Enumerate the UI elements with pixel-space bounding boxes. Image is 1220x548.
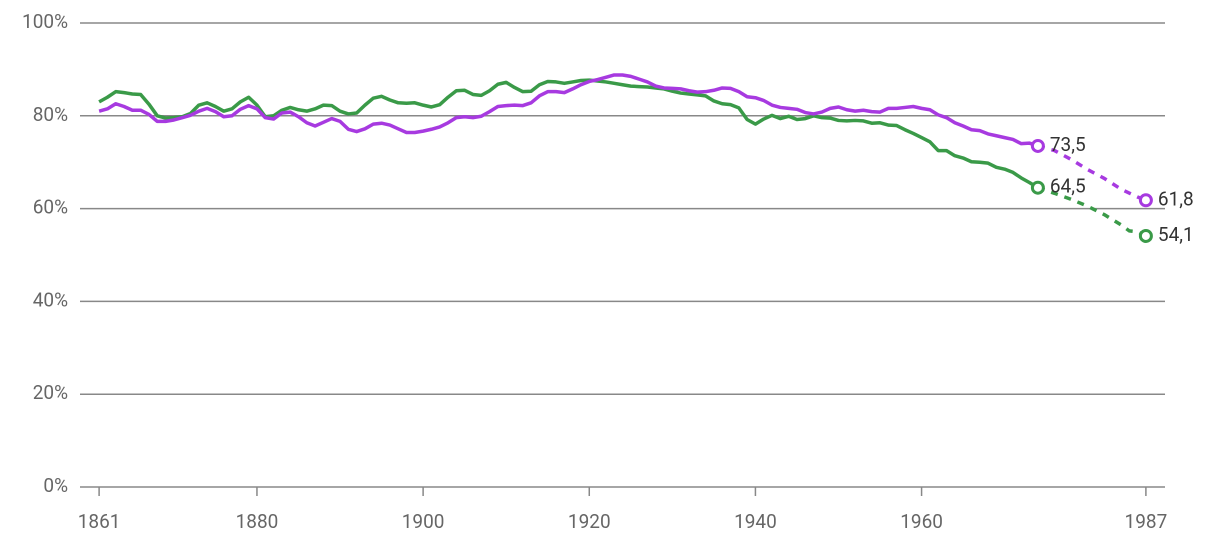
projection-line [1037,144,1147,202]
x-tick-label: 1880 [236,510,279,533]
x-tick-label: 1960 [900,510,943,533]
end-label: 73,5 [1050,133,1086,156]
x-tick-label: 1861 [78,510,121,533]
series-line [98,78,1039,190]
end-label: 54,1 [1158,223,1194,246]
end-label: 64,5 [1050,175,1086,198]
projection-line [1037,186,1147,238]
end-marker [1138,193,1153,208]
y-tick-label: 60% [33,196,68,219]
x-tick-label: 1900 [402,510,445,533]
y-tick-label: 0% [43,474,68,497]
x-tick-label: 1920 [568,510,611,533]
end-marker [1138,228,1153,243]
y-tick-label: 100% [22,10,68,33]
end-marker [1030,138,1045,153]
end-marker [1030,180,1045,195]
x-tick-label: 1987 [1125,510,1168,533]
end-label: 61,8 [1158,187,1194,210]
y-tick-label: 80% [33,103,68,126]
y-tick-label: 20% [33,381,68,404]
series-line [98,73,1039,148]
x-tick-label: 1940 [734,510,777,533]
y-tick-label: 40% [33,288,68,311]
